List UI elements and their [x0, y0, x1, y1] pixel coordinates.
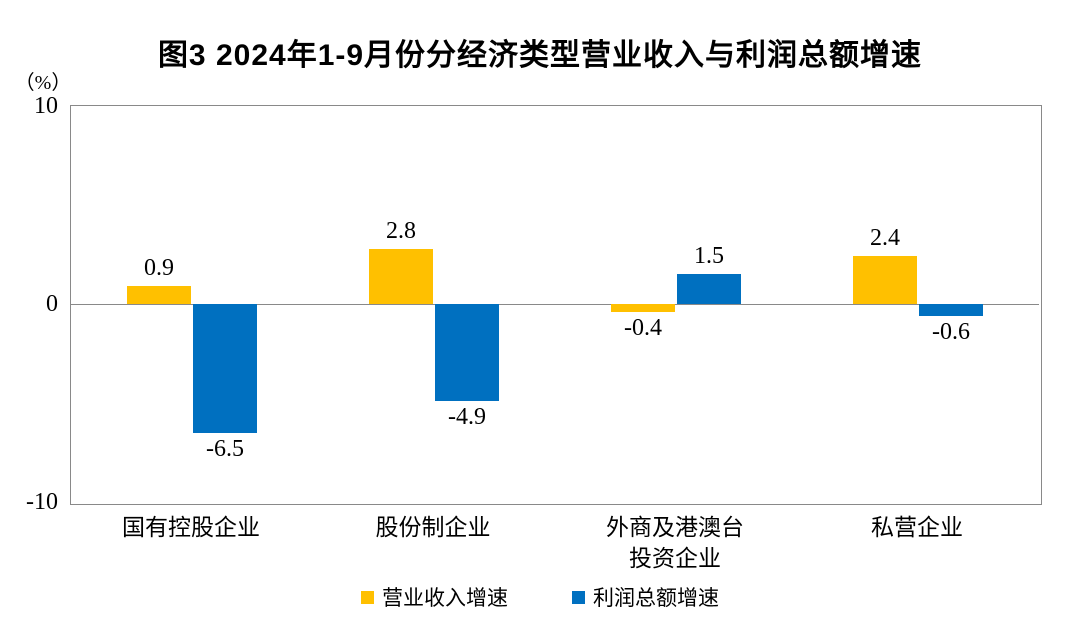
y-axis-tick: -10 [26, 489, 58, 515]
y-axis-tick: 10 [34, 93, 58, 119]
bar-value-label: -4.9 [448, 404, 486, 431]
bar-value-label: -6.5 [206, 435, 244, 462]
legend-label-profit-growth: 利润总额增速 [593, 586, 719, 610]
bar-value-label: -0.6 [932, 318, 970, 345]
revenue-growth-bar [611, 304, 675, 312]
legend-item-revenue-growth: 营业收入增速 [361, 582, 508, 612]
chart-title: 图3 2024年1-9月份分经济类型营业收入与利润总额增速 [157, 39, 923, 72]
revenue-growth-bar [369, 248, 433, 304]
bar-value-label: 1.5 [694, 243, 724, 270]
zero-gridline [71, 304, 1039, 305]
x-axis-label: 私营企业 [871, 515, 963, 540]
x-axis-label: 外商及港澳台 投资企业 [606, 515, 744, 571]
profit-growth-bar [919, 304, 983, 316]
plot-area: 0.9 -6.5 2.8 -4.9 -0.4 1.5 2.4 -0.6 [70, 105, 1042, 505]
legend-swatch-profit-growth [572, 590, 585, 604]
x-axis-label: 股份制企业 [375, 515, 491, 540]
bar-value-label: -0.4 [624, 314, 662, 341]
profit-growth-bar [677, 274, 741, 304]
profit-growth-bar [193, 304, 257, 433]
legend-label-revenue-growth: 营业收入增速 [382, 586, 508, 610]
legend: 营业收入增速 利润总额增速 [0, 582, 1080, 612]
bar-value-label: 2.4 [870, 225, 900, 252]
profit-growth-bar [435, 304, 499, 402]
bar-value-label: 2.8 [386, 217, 416, 244]
revenue-growth-bar [127, 286, 191, 304]
y-axis-tick: 0 [46, 291, 58, 317]
legend-item-profit-growth: 利润总额增速 [572, 582, 719, 612]
y-axis-unit-label: （%） [14, 72, 72, 94]
bar-value-label: 0.9 [144, 255, 174, 282]
revenue-growth-bar [853, 256, 917, 304]
legend-swatch-revenue-growth [361, 590, 374, 604]
x-axis-label: 国有控股企业 [122, 515, 260, 540]
